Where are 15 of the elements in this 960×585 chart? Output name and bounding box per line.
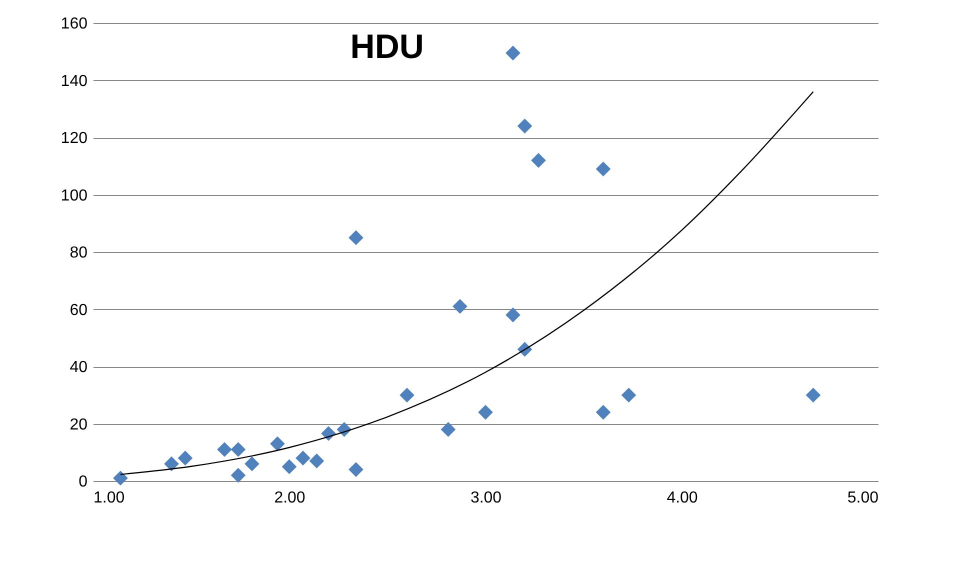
- x-tick-label: 4.00: [666, 490, 698, 506]
- y-tick-label: 120: [60, 130, 88, 147]
- x-tick-label: 1.00: [94, 490, 125, 506]
- y-tick-label: 20: [70, 416, 88, 434]
- chart-title: HDU: [350, 28, 424, 66]
- y-tick-label: 140: [60, 72, 88, 90]
- y-tick-label: 160: [60, 16, 88, 32]
- y-tick-label: 0: [78, 474, 88, 490]
- x-tick-label: 5.00: [847, 490, 879, 506]
- x-tick-label: 3.00: [470, 490, 502, 506]
- y-tick-label: 60: [70, 302, 88, 319]
- y-tick-label: 80: [70, 244, 88, 262]
- x-tick-label: 2.00: [274, 490, 306, 506]
- y-tick-label: 100: [60, 187, 88, 204]
- y-tick-label: 40: [70, 359, 88, 376]
